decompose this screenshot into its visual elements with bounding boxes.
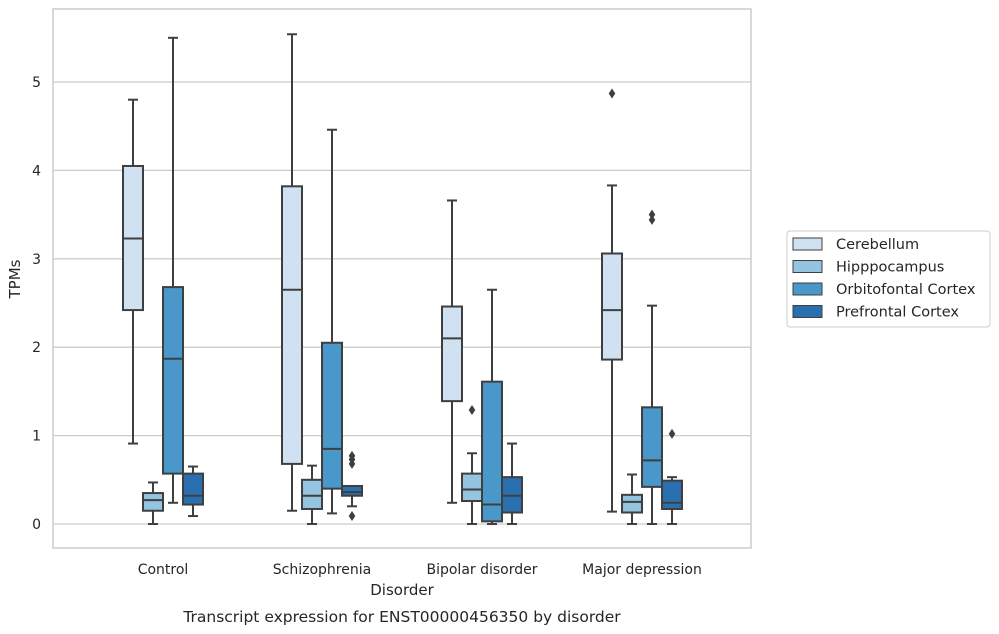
box bbox=[142, 481, 164, 525]
y-tick-labels: 0 1 2 3 4 5 bbox=[32, 75, 41, 533]
box-body bbox=[481, 380, 503, 523]
outlier-point bbox=[348, 450, 356, 461]
box bbox=[341, 450, 363, 522]
x-tick-label: Major depression bbox=[582, 562, 702, 578]
box-body bbox=[182, 472, 204, 506]
legend-item: Cerebellum bbox=[792, 237, 919, 253]
box-body bbox=[601, 252, 623, 361]
legend: Cerebellum Hipppocampus Orbitofontal Corte… bbox=[786, 230, 991, 328]
y-tick-label: 2 bbox=[32, 340, 41, 356]
x-tick-labels: Control Schizophrenia Bipolar disorder Majo… bbox=[138, 562, 702, 578]
legend-label: Prefrontal Cortex bbox=[836, 305, 959, 321]
box bbox=[122, 98, 144, 445]
y-axis-label: TPMs bbox=[6, 259, 24, 299]
outlier-point bbox=[608, 88, 616, 99]
box bbox=[601, 88, 623, 513]
y-tick-label: 0 bbox=[32, 517, 41, 533]
y-tick-label: 5 bbox=[32, 75, 41, 91]
box-series bbox=[122, 33, 683, 525]
x-axis-label: Disorder bbox=[370, 581, 434, 599]
outlier-point bbox=[648, 209, 656, 220]
outlier-point bbox=[668, 428, 676, 439]
box bbox=[441, 199, 463, 504]
figure-caption: Transcript expression for ENST0000045635… bbox=[182, 608, 621, 626]
box-body bbox=[621, 493, 643, 514]
x-tick-label: Control bbox=[138, 562, 189, 578]
legend-swatch bbox=[792, 260, 823, 273]
box-body bbox=[341, 484, 363, 497]
box bbox=[621, 473, 643, 525]
legend-frame bbox=[786, 230, 991, 328]
box bbox=[641, 209, 663, 525]
box-body bbox=[321, 341, 343, 490]
box bbox=[481, 288, 503, 525]
outlier-point bbox=[648, 214, 656, 225]
box bbox=[182, 465, 204, 518]
legend-label: Orbitofontal Cortex bbox=[836, 282, 976, 298]
box-body bbox=[142, 492, 164, 512]
box bbox=[301, 464, 323, 525]
box-body bbox=[441, 305, 463, 403]
legend-label: Hipppocampus bbox=[836, 260, 944, 276]
y-tick-label: 4 bbox=[32, 163, 41, 179]
legend-item: Orbitofontal Cortex bbox=[792, 282, 976, 298]
box bbox=[661, 428, 683, 525]
legend-swatch bbox=[792, 282, 823, 296]
box-body bbox=[641, 406, 663, 488]
outlier-point bbox=[348, 511, 356, 522]
legend-item: Hipppocampus bbox=[792, 260, 944, 276]
outlier-point bbox=[468, 404, 476, 415]
y-tick-label: 3 bbox=[32, 252, 41, 268]
y-tick-label: 1 bbox=[32, 429, 41, 445]
box bbox=[162, 36, 184, 504]
box bbox=[321, 128, 343, 515]
legend-swatch bbox=[792, 305, 823, 318]
x-tick-label: Schizophrenia bbox=[273, 562, 371, 578]
box-body bbox=[281, 185, 303, 465]
box-body bbox=[661, 479, 683, 510]
box bbox=[501, 442, 523, 525]
legend-item: Prefrontal Cortex bbox=[792, 305, 959, 321]
box-body bbox=[461, 472, 483, 503]
box-body bbox=[162, 286, 184, 475]
box-body bbox=[301, 478, 323, 510]
legend-label: Cerebellum bbox=[836, 237, 919, 253]
x-tick-label: Bipolar disorder bbox=[426, 562, 537, 578]
box bbox=[281, 33, 303, 512]
legend-swatch bbox=[792, 237, 823, 251]
